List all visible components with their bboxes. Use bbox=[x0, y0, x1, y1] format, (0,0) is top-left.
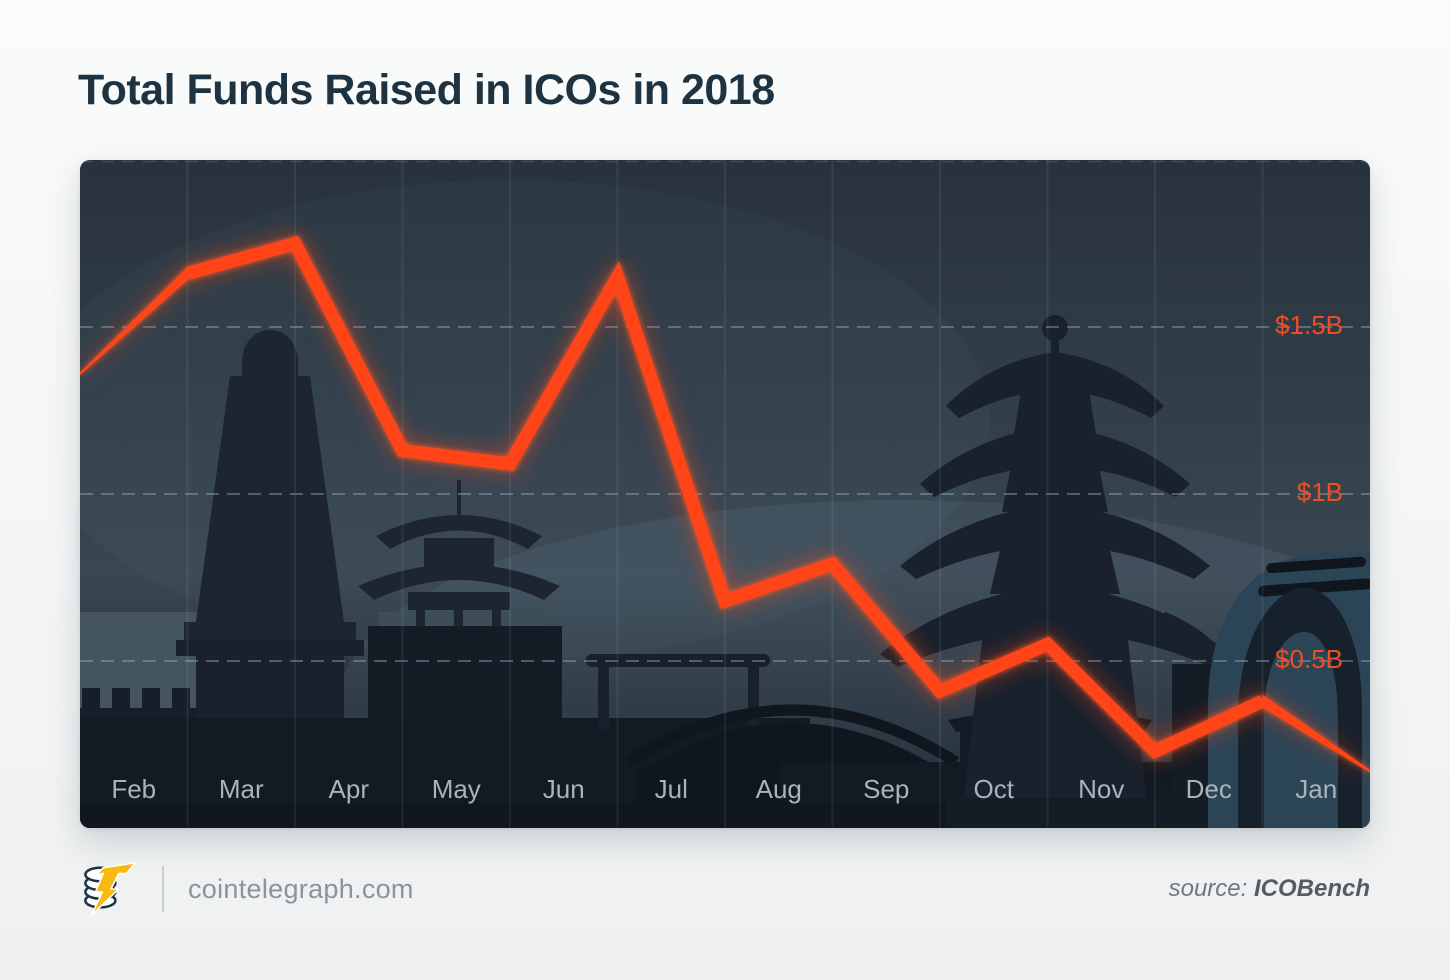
source-credit: source: ICOBench bbox=[1169, 875, 1370, 903]
x-axis-month-labels: Feb Mar Apr May Jun Jul Aug Sep Oct Nov Dec Jan bbox=[111, 774, 1337, 804]
month-label: Dec bbox=[1186, 774, 1232, 804]
month-label: Oct bbox=[974, 774, 1015, 804]
arch-gate-silhouette bbox=[1208, 552, 1370, 828]
large-pagoda-silhouette bbox=[880, 315, 1238, 828]
month-label: Aug bbox=[756, 774, 802, 804]
page-title: Total Funds Raised in ICOs in 2018 bbox=[78, 66, 775, 114]
footer-divider bbox=[162, 866, 164, 912]
brand-block: cointelegraph.com bbox=[80, 859, 414, 919]
skyline-illustration bbox=[80, 180, 1370, 828]
funds-line-lead-in bbox=[80, 267, 188, 376]
lightning-bolt-icon bbox=[90, 862, 136, 916]
month-label: Feb bbox=[111, 774, 156, 804]
cointelegraph-logo-icon bbox=[84, 862, 136, 916]
y-tick-label: $1B bbox=[1297, 477, 1343, 507]
funds-line-lead-out bbox=[1262, 694, 1370, 773]
funds-line-series bbox=[80, 235, 1370, 773]
chart-panel: $1.5B $1B $0.5B Feb Mar Apr May Jun Jul Aug Sep Oc… bbox=[80, 160, 1370, 828]
month-label: May bbox=[432, 774, 481, 804]
month-label: Apr bbox=[329, 774, 370, 804]
month-label: Sep bbox=[863, 774, 909, 804]
y-tick-label: $1.5B bbox=[1275, 310, 1343, 340]
month-label: Jun bbox=[543, 774, 585, 804]
horizontal-gridlines bbox=[80, 160, 1370, 662]
month-label: Jan bbox=[1295, 774, 1337, 804]
month-label: Nov bbox=[1078, 774, 1124, 804]
line-chart: $1.5B $1B $0.5B Feb Mar Apr May Jun Jul Aug Sep Oc… bbox=[80, 160, 1370, 828]
month-label: Jul bbox=[655, 774, 688, 804]
month-label: Mar bbox=[219, 774, 264, 804]
footer: cointelegraph.com source: ICOBench bbox=[80, 856, 1370, 922]
y-axis-labels: $1.5B $1B $0.5B bbox=[1275, 310, 1343, 674]
funds-line bbox=[185, 235, 1266, 759]
source-label: source: bbox=[1168, 875, 1248, 902]
y-tick-label: $0.5B bbox=[1275, 644, 1343, 674]
source-value: ICOBench bbox=[1253, 875, 1370, 902]
site-url: cointelegraph.com bbox=[188, 873, 414, 904]
